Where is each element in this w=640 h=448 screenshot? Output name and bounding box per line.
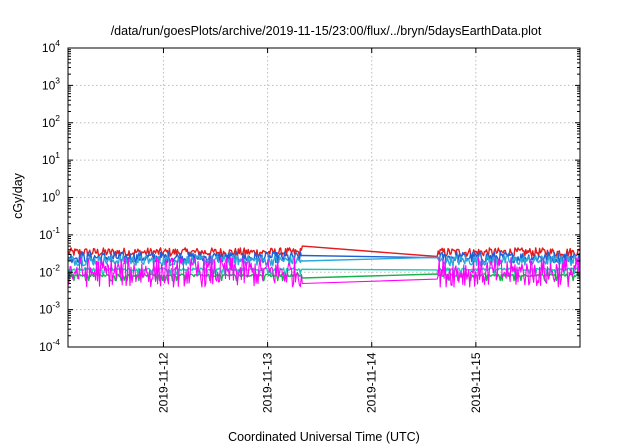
x-tick-label: 2019-11-15 — [469, 352, 483, 413]
y-tick-base: 10 — [39, 265, 53, 279]
y-tick-exponent: -4 — [52, 337, 60, 347]
y-tick-base: 10 — [39, 303, 53, 317]
y-tick-label: 10-4 — [39, 337, 60, 354]
y-tick-base: 10 — [42, 153, 56, 167]
y-tick-base: 10 — [42, 78, 56, 92]
y-tick-base: 10 — [42, 191, 56, 205]
y-tick-exponent: 1 — [55, 150, 60, 160]
y-tick-exponent: -3 — [52, 300, 60, 310]
y-tick-label: 103 — [42, 75, 60, 92]
y-tick-base: 10 — [39, 340, 53, 354]
y-tick-label: 10-3 — [39, 300, 60, 317]
y-tick-label: 104 — [42, 38, 60, 55]
y-tick-exponent: -2 — [52, 262, 60, 272]
y-tick-exponent: -1 — [52, 225, 60, 235]
y-tick-label: 100 — [42, 188, 60, 205]
y-tick-base: 10 — [42, 41, 56, 55]
y-tick-label: 10-2 — [39, 262, 60, 279]
y-tick-exponent: 0 — [55, 188, 60, 198]
x-axis-label: Coordinated Universal Time (UTC) — [228, 430, 420, 444]
y-tick-label: 101 — [42, 150, 60, 167]
series-layer — [67, 245, 581, 288]
x-tick-label: 2019-11-13 — [261, 352, 275, 413]
y-tick-label: 10-1 — [39, 225, 60, 242]
y-tick-exponent: 4 — [55, 38, 60, 48]
y-tick-base: 10 — [39, 228, 53, 242]
y-axis-label: cGy/day — [11, 172, 25, 219]
y-tick-exponent: 2 — [55, 113, 60, 123]
y-tick-exponent: 3 — [55, 75, 60, 85]
y-tick-base: 10 — [42, 116, 56, 130]
x-tick-label: 2019-11-12 — [156, 352, 170, 413]
x-tick-label: 2019-11-14 — [365, 352, 379, 413]
series-line — [67, 245, 581, 258]
grid — [68, 48, 580, 347]
series-line — [67, 256, 581, 288]
series-line — [67, 254, 581, 267]
x-axis: 2019-11-12 2019-11-13 2019-11-14 2019-11-15 — [156, 48, 483, 413]
y-tick-label: 102 — [42, 113, 60, 130]
chart-title: /data/run/goesPlots/archive/2019-11-15/2… — [111, 24, 542, 38]
